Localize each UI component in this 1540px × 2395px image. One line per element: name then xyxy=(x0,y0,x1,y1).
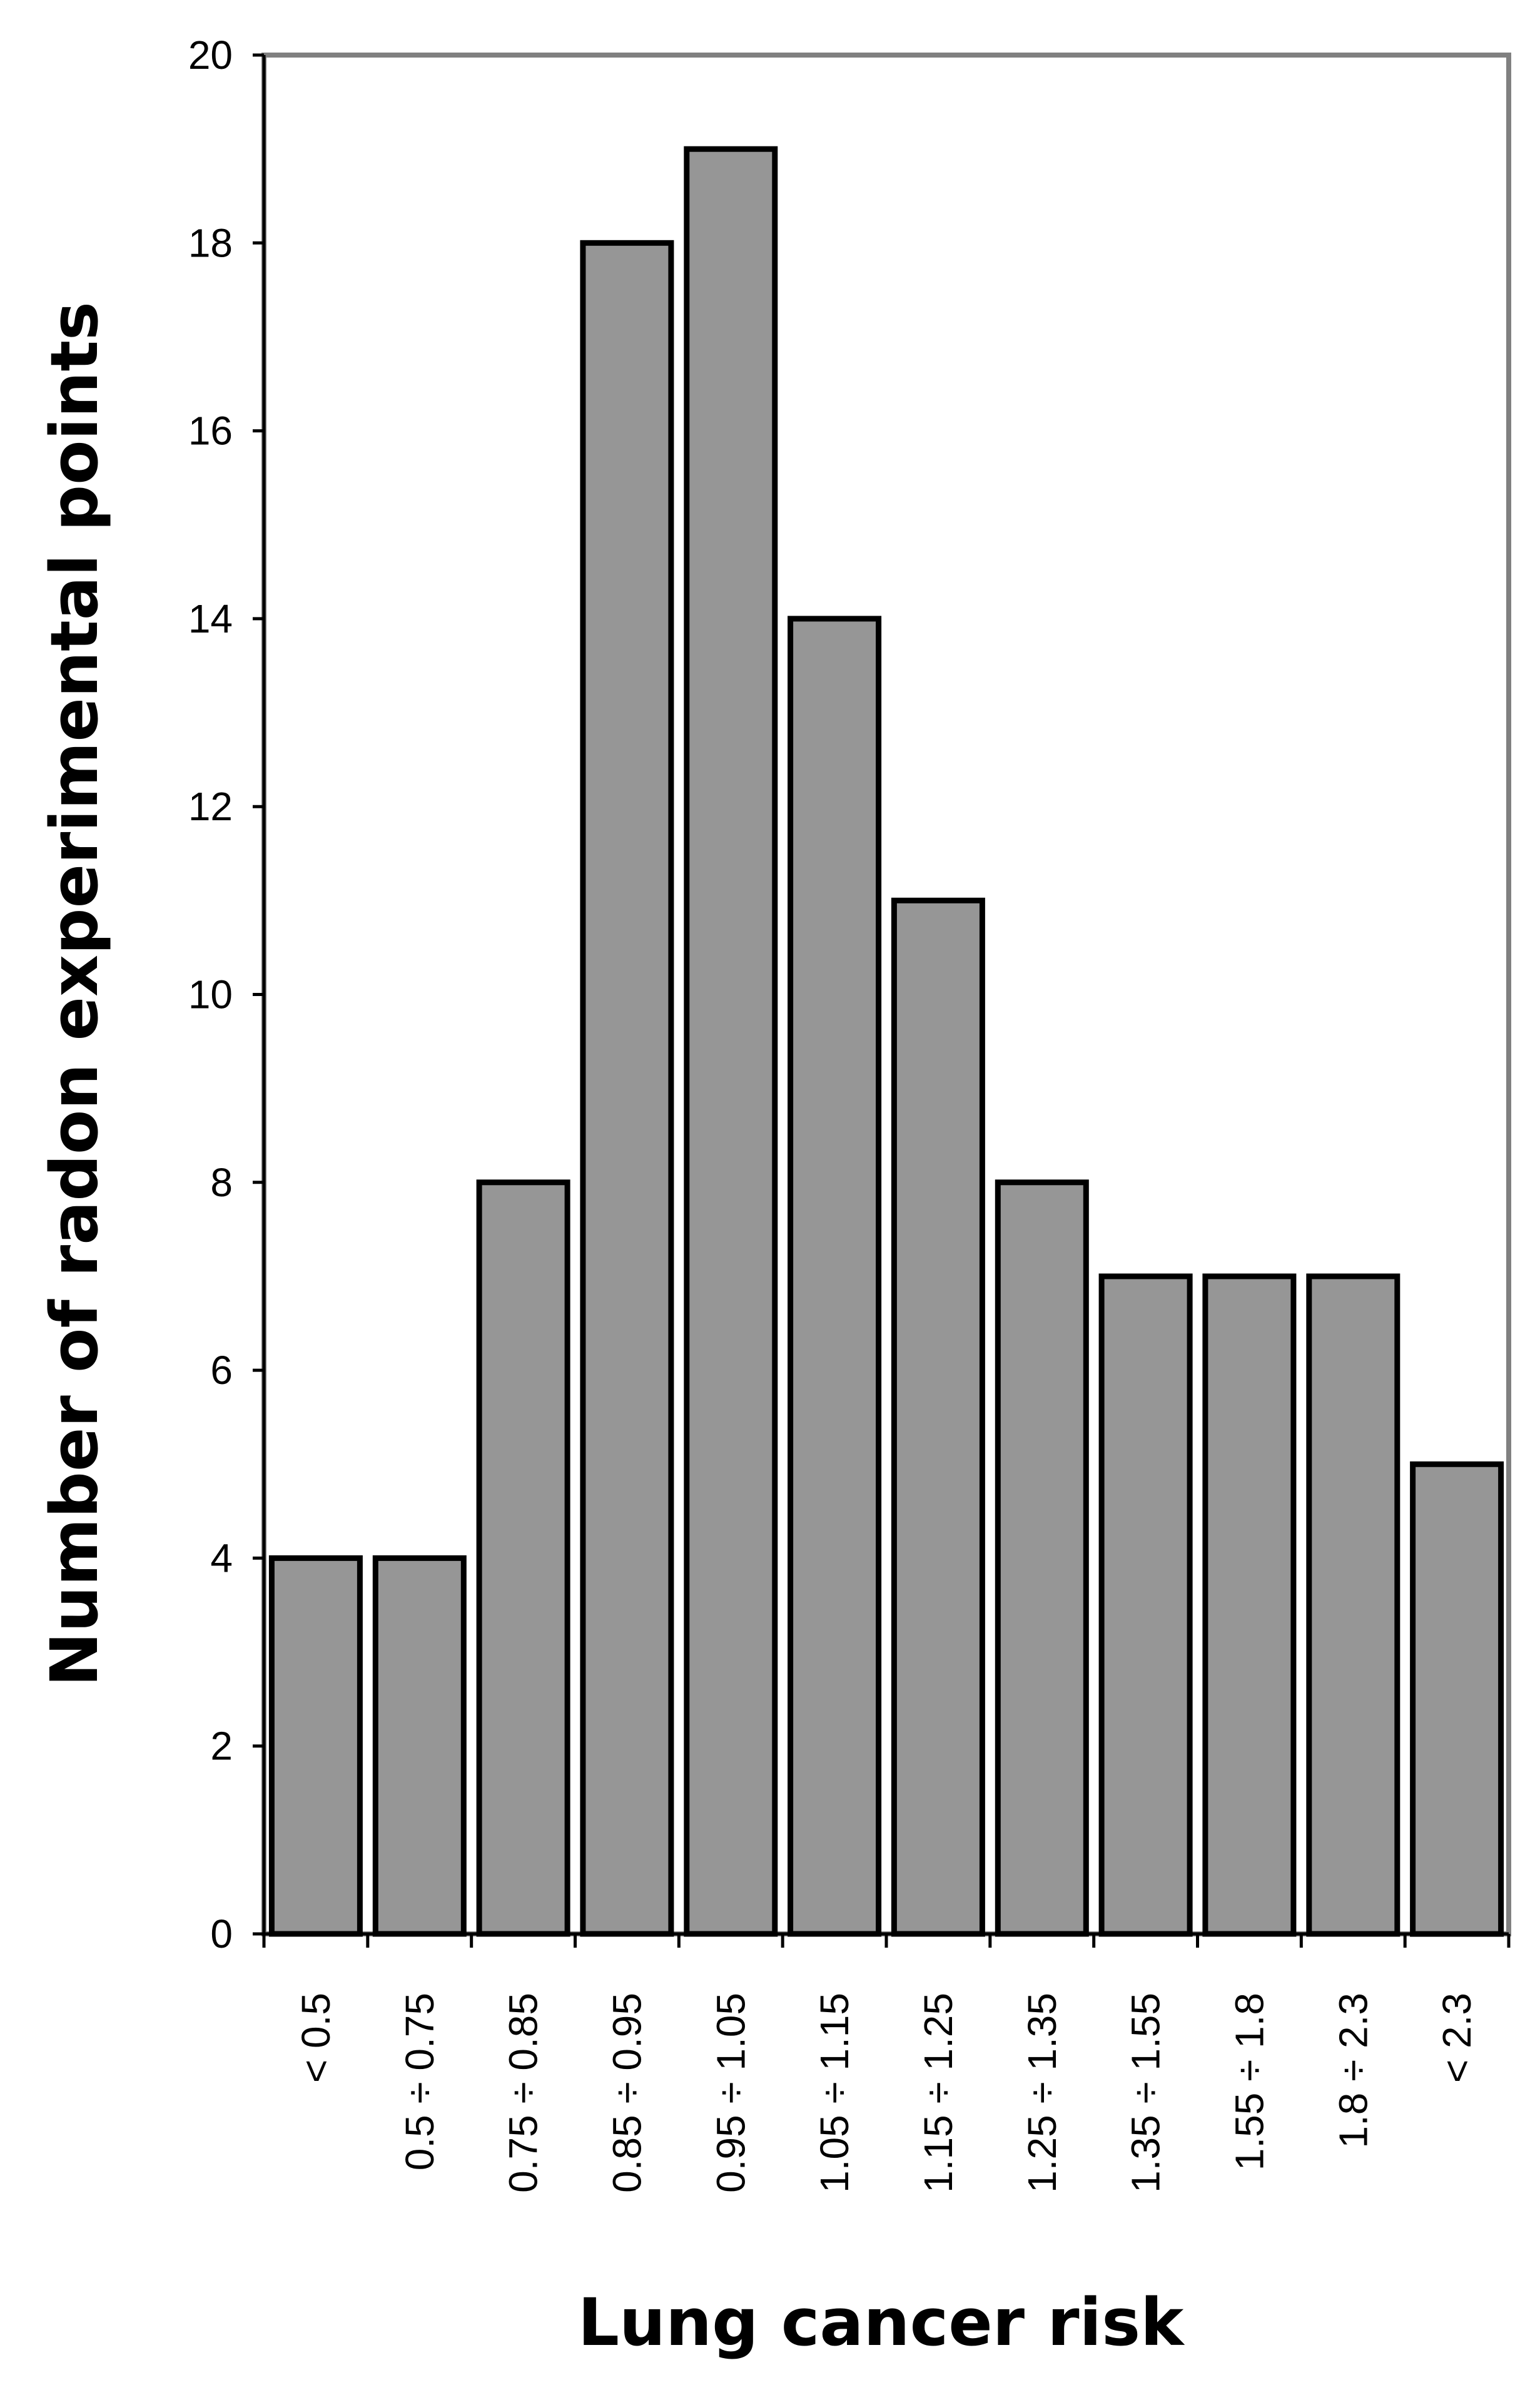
x-tick-label: 1.8 ÷ 2.3 xyxy=(1330,1993,1375,2148)
plot-area xyxy=(261,53,1511,1936)
bar xyxy=(1098,1273,1193,1937)
bar xyxy=(372,1555,467,1937)
bar xyxy=(891,897,985,1937)
x-tick-label: 1.15 ÷ 1.25 xyxy=(916,1993,961,2193)
x-tick-label: 0.95 ÷ 1.05 xyxy=(708,1993,753,2193)
x-tick-label: 1.05 ÷ 1.15 xyxy=(812,1993,857,2193)
bar xyxy=(268,1555,363,1937)
bar xyxy=(476,1179,570,1937)
x-axis-title: Lung cancer risk xyxy=(578,2284,1185,2361)
y-tick-label: 10 xyxy=(188,972,233,1017)
y-tick-label: 12 xyxy=(188,784,233,829)
y-tick-label: 2 xyxy=(210,1724,233,1769)
y-axis-title: Number of radon experimental points xyxy=(36,302,113,1687)
y-ticks-group: 0 2 4 6 8 10 12 14 16 18 20 xyxy=(188,33,264,1956)
x-tick-label: 1.25 ÷ 1.35 xyxy=(1020,1993,1065,2193)
y-tick-label: 20 xyxy=(188,33,233,78)
x-tick-label: 1.35 ÷ 1.55 xyxy=(1123,1993,1168,2193)
y-tick-label: 4 xyxy=(210,1535,233,1580)
bar xyxy=(995,1179,1089,1937)
bar xyxy=(1202,1273,1297,1937)
y-tick-label: 18 xyxy=(188,220,233,265)
y-tick-label: 0 xyxy=(210,1911,233,1956)
x-tick-label: 1.55 ÷ 1.8 xyxy=(1227,1993,1272,2170)
y-tick-label: 6 xyxy=(210,1348,233,1393)
y-tick-label: 8 xyxy=(210,1160,233,1205)
bars-group xyxy=(268,146,1504,1937)
bar xyxy=(684,146,778,1937)
x-ticks-group: < 0.5 0.5 ÷ 0.75 0.75 ÷ 0.85 0.85 ÷ 0.95 0.9… xyxy=(262,1934,1511,2193)
x-tick-label: 0.85 ÷ 0.95 xyxy=(604,1993,649,2193)
x-tick-label: < 2.3 xyxy=(1434,1993,1479,2083)
y-tick-label: 14 xyxy=(188,596,233,641)
bar xyxy=(580,240,674,1937)
x-tick-label: 0.75 ÷ 0.85 xyxy=(501,1993,546,2193)
bar xyxy=(1410,1461,1504,1937)
bar xyxy=(788,616,882,1937)
y-tick-label: 16 xyxy=(188,409,233,454)
bar xyxy=(1306,1273,1401,1937)
x-tick-label: 0.5 ÷ 0.75 xyxy=(397,1993,442,2170)
x-tick-label: < 0.5 xyxy=(293,1993,338,2083)
